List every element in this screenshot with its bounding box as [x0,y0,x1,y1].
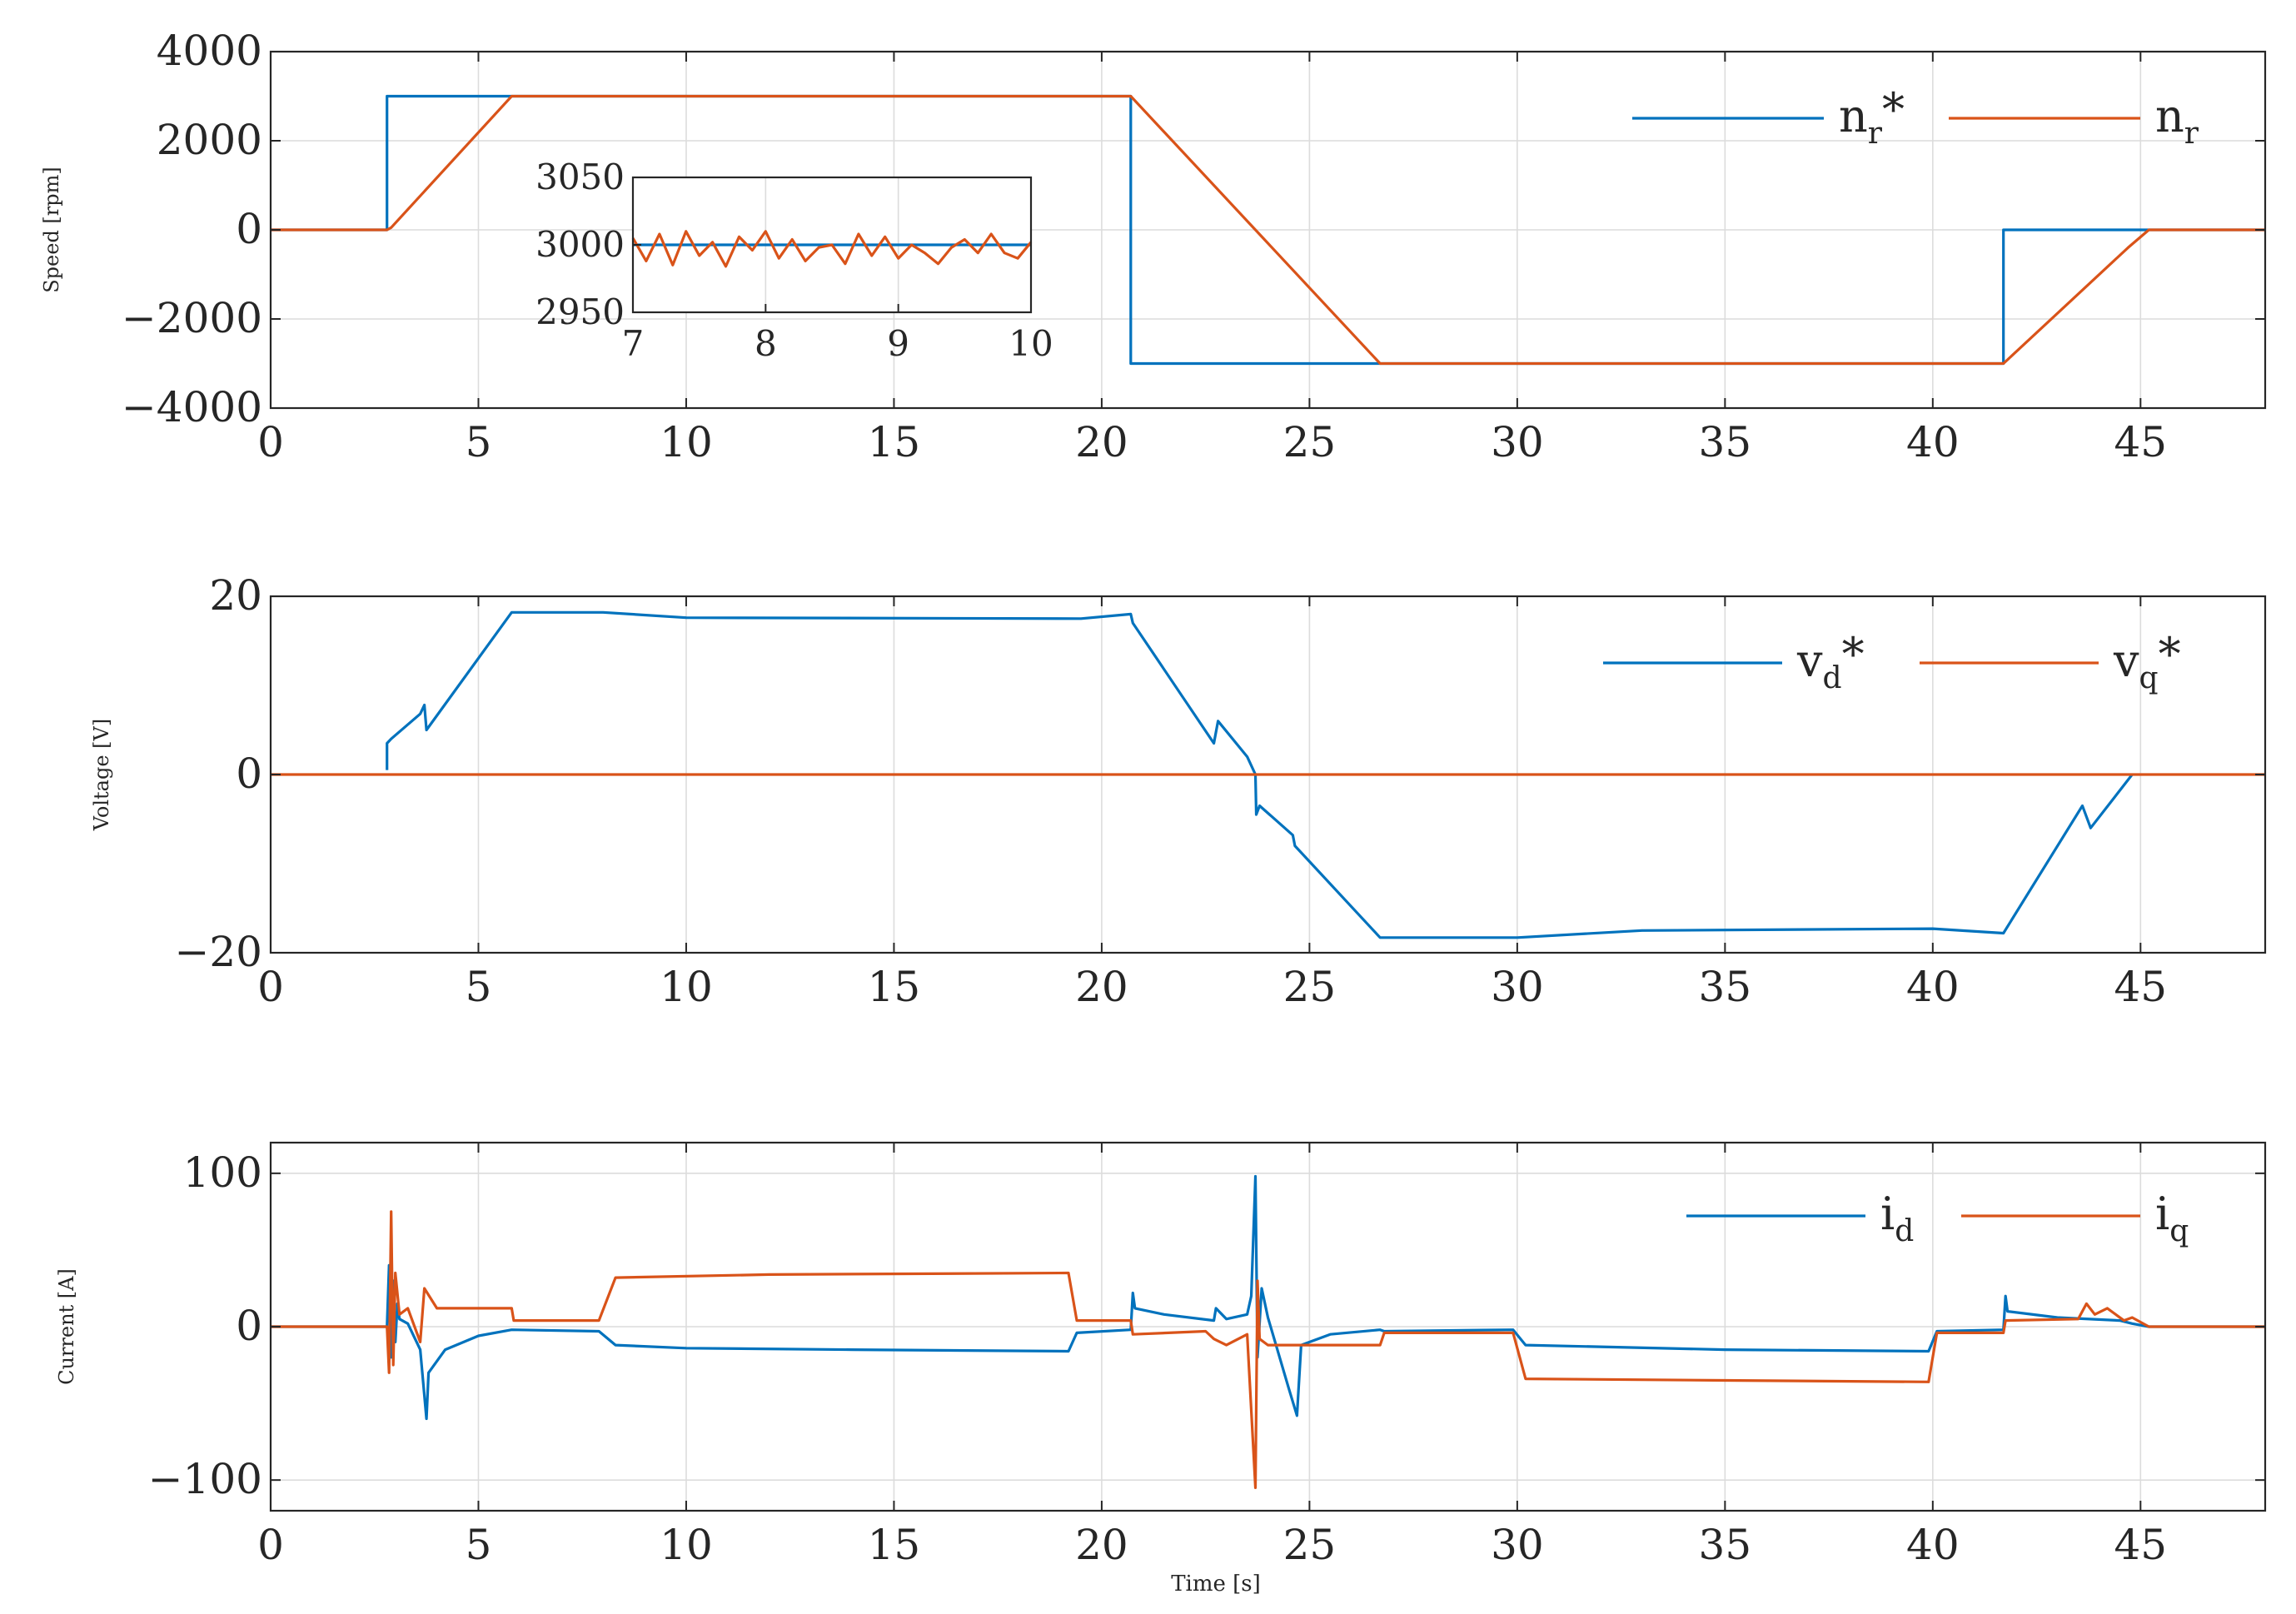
inset-x-tick-label: 9 [887,323,909,364]
legend: vd* vq* [1603,628,2181,695]
x-tick-label: 45 [2114,963,2168,1011]
speed-panel: 0 5 10 15 20 25 30 35 40 45 −4000 −2000 0 2000 4000 Spe… [40,27,2267,466]
legend-label: id [1880,1188,1914,1248]
x-tick-label: 0 [257,963,284,1011]
y-tick-label: 100 [183,1148,262,1197]
inset-y-tick-label: 3000 [535,224,625,265]
inset-y-tick-label: 3050 [535,157,625,197]
inset-series-line [631,230,1033,268]
legend: nr* nr [1632,83,2199,151]
x-tick-label: 45 [2114,1521,2168,1569]
y-axis-label: Speed [rpm] [40,167,63,293]
series-line-i-q [271,1210,2265,1489]
x-tick-label: 5 [466,963,492,1011]
inset-y-tick-label: 2950 [535,291,625,332]
x-tick-label: 30 [1491,1521,1544,1569]
x-tick-label: 25 [1283,418,1337,466]
y-tick-label: 4000 [157,27,262,75]
legend-label: nr* [1839,83,1905,151]
x-tick-label: 0 [257,418,284,466]
x-tick-label: 10 [660,1521,713,1569]
x-tick-label: 40 [1906,418,1960,466]
x-tick-label: 20 [1075,418,1128,466]
x-tick-label: 10 [660,963,713,1011]
y-tick-label: 20 [209,571,262,620]
y-tick-label: 0 [236,1302,262,1350]
y-tick-label: −20 [174,928,262,976]
y-tick-label: −2000 [122,294,262,342]
y-tick-label: 0 [236,750,262,798]
x-tick-label: 25 [1283,963,1337,1011]
x-tick-label: 30 [1491,418,1544,466]
x-tick-label: 5 [466,1521,492,1569]
x-tick-label: 20 [1075,963,1128,1011]
zoom-inset: 7 8 9 10 2950 3000 3050 [535,157,1053,364]
inset-x-tick-label: 10 [1009,323,1053,364]
x-tick-label: 40 [1906,963,1960,1011]
y-tick-label: 0 [236,205,262,253]
x-tick-label: 40 [1906,1521,1960,1569]
series-line-i-d [271,1174,2265,1421]
y-axis-label: Voltage [V] [90,719,113,831]
x-tick-label: 35 [1699,963,1752,1011]
x-tick-label: 30 [1491,963,1544,1011]
series-line-n-r-ref [271,94,2265,366]
legend-label: iq [2155,1188,2189,1248]
legend-label: vd* [1796,628,1865,695]
x-tick-label: 25 [1283,1521,1337,1569]
x-tick-label: 15 [868,963,921,1011]
x-tick-label: 20 [1075,1521,1128,1569]
inset-x-tick-label: 7 [622,323,645,364]
x-tick-label: 15 [868,418,921,466]
y-tick-label: 2000 [157,116,262,164]
legend-label: vq* [2113,628,2181,695]
y-tick-label: −4000 [122,383,262,431]
x-axis-label: Time [s] [1171,1572,1261,1597]
legend: id iq [1686,1188,2189,1248]
x-tick-label: 15 [868,1521,921,1569]
series-line-n-r [271,94,2265,366]
x-tick-label: 45 [2114,418,2168,466]
inset-x-tick-label: 8 [755,323,777,364]
x-tick-label: 0 [257,1521,284,1569]
y-axis-label: Current [A] [55,1268,78,1385]
series-line-v-d-ref [386,610,2134,939]
x-tick-label: 10 [660,418,713,466]
x-tick-label: 35 [1699,418,1752,466]
y-tick-label: −100 [148,1455,262,1503]
x-tick-label: 5 [466,418,492,466]
legend-label: nr [2155,90,2199,151]
x-tick-label: 35 [1699,1521,1752,1569]
